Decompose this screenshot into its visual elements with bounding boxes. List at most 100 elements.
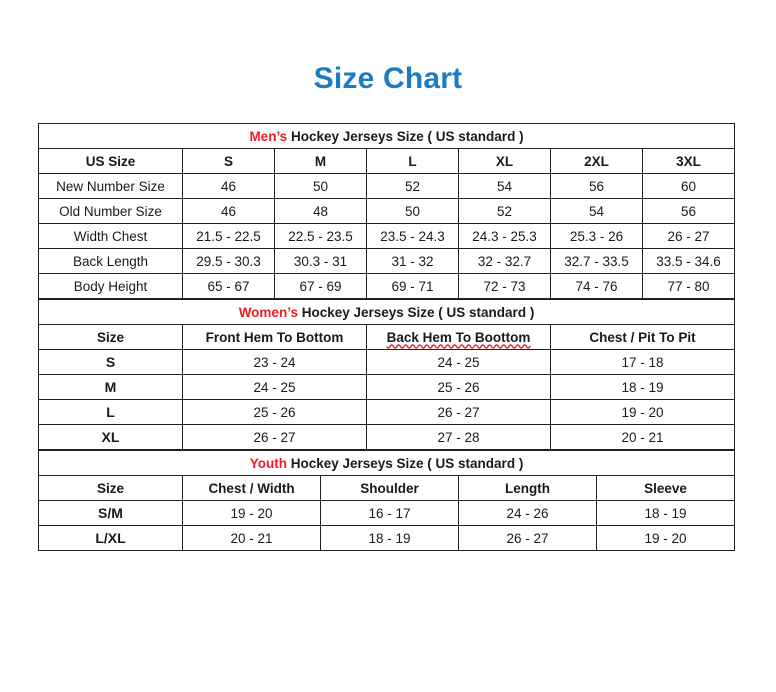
womens-cell-1-0: 24 - 25 — [182, 374, 367, 400]
womens-table-body: Women’s Hockey Jerseys Size ( US standar… — [38, 299, 735, 450]
womens-cell-1-1: 25 - 26 — [366, 374, 551, 400]
table-row: S 23 - 24 24 - 25 17 - 18 — [38, 349, 735, 375]
mens-banner-rest: Hockey Jerseys Size ( US standard ) — [287, 128, 524, 144]
mens-banner-row: Men’s Hockey Jerseys Size ( US standard … — [38, 123, 735, 149]
misspelled-text: Back Hem To Boottom — [386, 329, 531, 345]
womens-size-table: Women’s Hockey Jerseys Size ( US standar… — [38, 299, 735, 450]
womens-cell-0-1: 24 - 25 — [366, 349, 551, 375]
mens-row-label-3: Back Length — [38, 248, 183, 274]
youth-row-label-0: S/M — [38, 500, 183, 526]
womens-row-label-2: L — [38, 399, 183, 425]
table-row: Width Chest 21.5 - 22.5 22.5 - 23.5 23.5… — [38, 223, 735, 249]
youth-cell-0-1: 16 - 17 — [320, 500, 459, 526]
mens-cell-1-3: 52 — [458, 198, 551, 224]
womens-cell-2-1: 26 - 27 — [366, 399, 551, 425]
womens-cell-2-2: 19 - 20 — [550, 399, 735, 425]
womens-col-head-2: Back Hem To Boottom — [366, 324, 551, 350]
youth-col-head-0: Size — [38, 475, 183, 501]
page-title: Size Chart — [313, 62, 463, 95]
mens-cell-2-1: 22.5 - 23.5 — [274, 223, 367, 249]
table-row: S/M 19 - 20 16 - 17 24 - 26 18 - 19 — [38, 500, 736, 526]
womens-cell-0-2: 17 - 18 — [550, 349, 735, 375]
mens-cell-1-1: 48 — [274, 198, 367, 224]
womens-cell-3-0: 26 - 27 — [182, 424, 367, 450]
womens-col-head-0: Size — [38, 324, 183, 350]
mens-cell-1-5: 56 — [642, 198, 735, 224]
mens-banner-accent: Men’s — [249, 128, 288, 144]
mens-size-table: Men’s Hockey Jerseys Size ( US standard … — [38, 123, 735, 299]
mens-col-head-6: 3XL — [642, 148, 735, 174]
womens-banner-row: Women’s Hockey Jerseys Size ( US standar… — [38, 299, 735, 325]
youth-row-label-1: L/XL — [38, 525, 183, 551]
mens-col-head-5: 2XL — [550, 148, 643, 174]
youth-table-body: Youth Hockey Jerseys Size ( US standard … — [37, 450, 736, 551]
mens-cell-3-4: 32.7 - 33.5 — [550, 248, 643, 274]
womens-cell-3-1: 27 - 28 — [366, 424, 551, 450]
mens-cell-4-3: 72 - 73 — [458, 273, 551, 299]
mens-col-head-2: M — [274, 148, 367, 174]
mens-cell-4-2: 69 - 71 — [366, 273, 459, 299]
mens-cell-3-3: 32 - 32.7 — [458, 248, 551, 274]
womens-cell-0-0: 23 - 24 — [182, 349, 367, 375]
mens-cell-0-2: 52 — [366, 173, 459, 199]
youth-banner-accent: Youth — [249, 455, 287, 471]
youth-cell-1-1: 18 - 19 — [320, 525, 459, 551]
table-row: XL 26 - 27 27 - 28 20 - 21 — [38, 424, 735, 450]
youth-cell-1-3: 19 - 20 — [595, 525, 736, 551]
youth-col-head-1: Chest / Width — [182, 475, 321, 501]
youth-cell-1-2: 26 - 27 — [458, 525, 597, 551]
youth-size-table: Youth Hockey Jerseys Size ( US standard … — [37, 450, 736, 551]
mens-cell-3-1: 30.3 - 31 — [274, 248, 367, 274]
mens-cell-2-2: 23.5 - 24.3 — [366, 223, 459, 249]
mens-cell-4-1: 67 - 69 — [274, 273, 367, 299]
womens-banner-rest: Hockey Jerseys Size ( US standard ) — [297, 304, 535, 320]
table-row: M 24 - 25 25 - 26 18 - 19 — [38, 374, 735, 400]
youth-banner-rest: Hockey Jerseys Size ( US standard ) — [286, 455, 524, 471]
youth-header-row: Size Chest / Width Shoulder Length Sleev… — [38, 475, 736, 501]
table-row: New Number Size 46 50 52 54 56 60 — [38, 173, 735, 199]
table-row: L/XL 20 - 21 18 - 19 26 - 27 19 - 20 — [38, 525, 736, 551]
mens-cell-2-4: 25.3 - 26 — [550, 223, 643, 249]
table-row: Body Height 65 - 67 67 - 69 69 - 71 72 -… — [38, 273, 735, 299]
mens-cell-3-2: 31 - 32 — [366, 248, 459, 274]
table-row: Back Length 29.5 - 30.3 30.3 - 31 31 - 3… — [38, 248, 735, 274]
mens-cell-0-0: 46 — [182, 173, 275, 199]
mens-cell-2-3: 24.3 - 25.3 — [458, 223, 551, 249]
table-row: L 25 - 26 26 - 27 19 - 20 — [38, 399, 735, 425]
youth-cell-1-0: 20 - 21 — [182, 525, 321, 551]
youth-col-head-3: Length — [458, 475, 597, 501]
mens-cell-4-0: 65 - 67 — [182, 273, 275, 299]
youth-banner-row: Youth Hockey Jerseys Size ( US standard … — [37, 450, 736, 476]
mens-cell-0-5: 60 — [642, 173, 735, 199]
mens-cell-0-4: 56 — [550, 173, 643, 199]
mens-cell-2-0: 21.5 - 22.5 — [182, 223, 275, 249]
youth-cell-0-2: 24 - 26 — [458, 500, 597, 526]
mens-table-body: Men’s Hockey Jerseys Size ( US standard … — [38, 123, 735, 299]
mens-header-row: US Size S M L XL 2XL 3XL — [38, 148, 735, 174]
mens-cell-4-4: 74 - 76 — [550, 273, 643, 299]
youth-col-head-2: Shoulder — [320, 475, 459, 501]
youth-cell-0-0: 19 - 20 — [182, 500, 321, 526]
womens-cell-2-0: 25 - 26 — [182, 399, 367, 425]
mens-col-head-4: XL — [458, 148, 551, 174]
womens-row-label-3: XL — [38, 424, 183, 450]
womens-row-label-1: M — [38, 374, 183, 400]
youth-cell-0-3: 18 - 19 — [595, 500, 736, 526]
mens-cell-1-4: 54 — [550, 198, 643, 224]
mens-section-banner: Men’s Hockey Jerseys Size ( US standard … — [38, 123, 735, 149]
youth-col-head-4: Sleeve — [595, 475, 736, 501]
womens-cell-1-2: 18 - 19 — [550, 374, 735, 400]
mens-row-label-2: Width Chest — [38, 223, 183, 249]
mens-cell-1-2: 50 — [366, 198, 459, 224]
mens-cell-3-0: 29.5 - 30.3 — [182, 248, 275, 274]
womens-cell-3-2: 20 - 21 — [550, 424, 735, 450]
womens-banner-accent: Women’s — [238, 304, 298, 320]
mens-cell-0-3: 54 — [458, 173, 551, 199]
womens-col-head-3: Chest / Pit To Pit — [550, 324, 735, 350]
womens-col-head-1: Front Hem To Bottom — [182, 324, 367, 350]
mens-cell-3-5: 33.5 - 34.6 — [642, 248, 735, 274]
mens-cell-0-1: 50 — [274, 173, 367, 199]
mens-col-head-3: L — [366, 148, 459, 174]
womens-section-banner: Women’s Hockey Jerseys Size ( US standar… — [38, 299, 735, 325]
